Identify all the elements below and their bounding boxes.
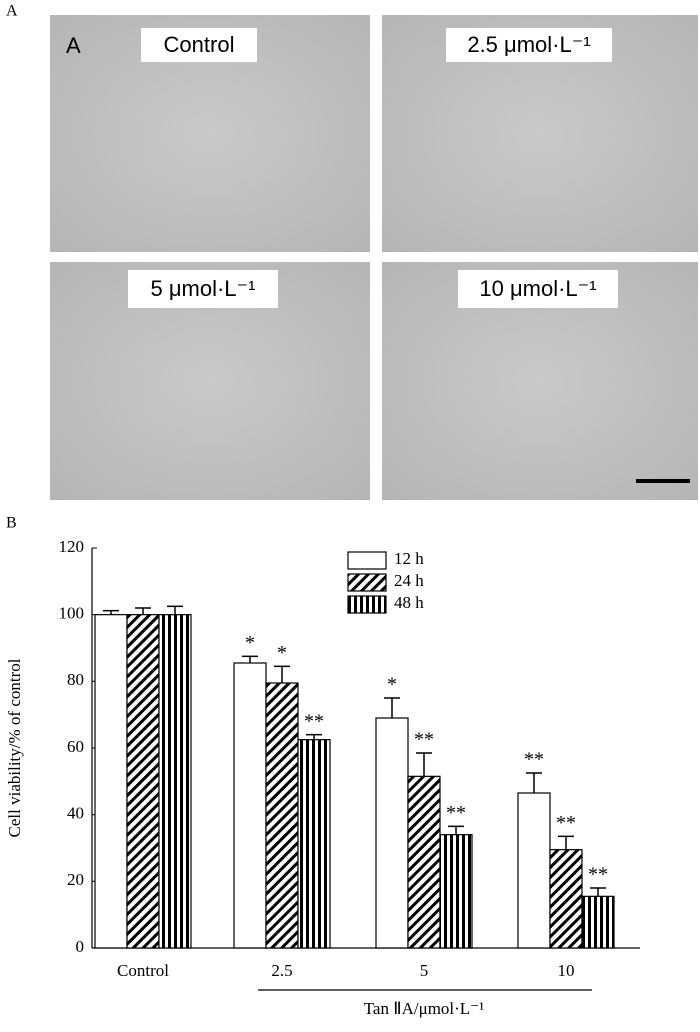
significance-label: * <box>245 632 255 654</box>
image-label: Control <box>164 32 235 57</box>
y-tick-label: 40 <box>67 804 84 823</box>
y-tick-label: 120 <box>59 537 85 556</box>
inner-label: A <box>66 33 81 58</box>
image-label: 2.5 μmol·L⁻¹ <box>467 32 590 57</box>
bar <box>265 682 299 949</box>
y-tick-label: 80 <box>67 670 84 689</box>
significance-label: * <box>277 642 287 664</box>
scale-bar <box>636 479 690 483</box>
legend-swatch <box>347 595 387 614</box>
significance-label: ** <box>556 812 576 834</box>
bar <box>375 717 409 949</box>
significance-label: ** <box>446 802 466 824</box>
bar <box>439 834 473 949</box>
legend-swatch <box>347 573 387 592</box>
y-tick-label: 20 <box>67 870 84 889</box>
x-tick-label: Control <box>117 961 169 980</box>
legend-label: 24 h <box>394 571 424 590</box>
legend-label: 12 h <box>394 549 424 568</box>
y-tick-label: 100 <box>59 604 85 623</box>
x-axis-title: Tan ⅡA/μmol·L⁻¹ <box>364 999 485 1018</box>
bar <box>581 895 615 949</box>
x-tick-label: 5 <box>420 961 429 980</box>
label-box <box>458 270 618 308</box>
bar <box>407 775 441 949</box>
x-tick-label: 10 <box>558 961 575 980</box>
x-tick-label: 2.5 <box>271 961 292 980</box>
bar <box>297 739 331 949</box>
legend-swatch <box>347 551 387 570</box>
legend-label: 48 h <box>394 593 424 612</box>
micrographs: A Control 2.5 μmol·L⁻¹ 5 μmol·L⁻¹ 10 μmo… <box>50 15 698 500</box>
label-box <box>446 28 612 62</box>
significance-label: * <box>387 674 397 696</box>
label-box <box>128 270 278 308</box>
bar <box>549 849 583 949</box>
bar <box>158 614 192 949</box>
significance-label: ** <box>414 729 434 751</box>
significance-label: ** <box>588 864 608 886</box>
y-tick-label: 0 <box>76 937 85 956</box>
panel-label: B <box>6 515 17 532</box>
image-label: 5 μmol·L⁻¹ <box>151 276 256 301</box>
bar <box>94 614 128 949</box>
bar <box>517 792 551 949</box>
bar <box>126 614 160 949</box>
label-box <box>141 28 257 62</box>
significance-label: ** <box>524 749 544 771</box>
significance-label: ** <box>304 710 324 732</box>
y-tick-label: 60 <box>67 737 84 756</box>
panel-label: A <box>6 3 18 20</box>
bar <box>233 662 267 949</box>
image-label: 10 μmol·L⁻¹ <box>479 276 596 301</box>
y-axis-title: Cell viability/% of control <box>5 658 24 837</box>
